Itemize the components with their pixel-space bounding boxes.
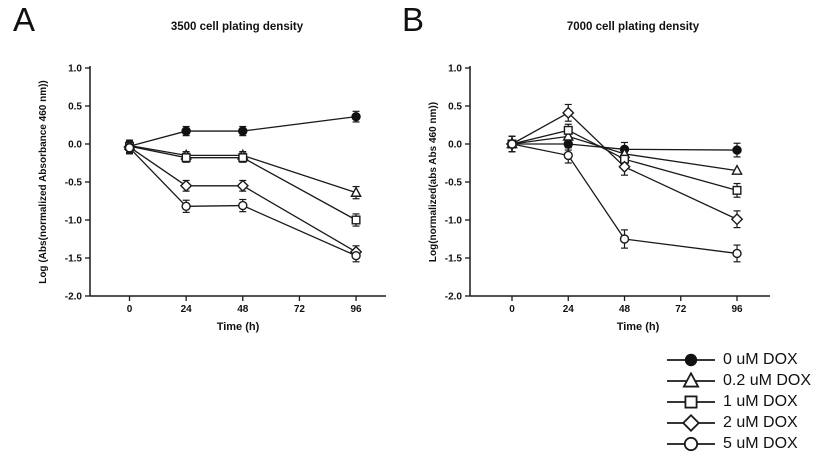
svg-text:96: 96 xyxy=(731,304,743,315)
filled-circle-marker-icon xyxy=(667,353,715,366)
svg-text:0.5: 0.5 xyxy=(448,102,462,113)
panel-a-title: 3500 cell plating density xyxy=(170,21,304,33)
legend-item-02um: 0.2 uM DOX xyxy=(666,370,811,391)
open-triangle-marker-icon xyxy=(667,371,715,388)
open-circle-marker-icon xyxy=(667,437,715,452)
legend-item-2um: 2 uM DOX xyxy=(666,413,811,434)
svg-text:-2.0: -2.0 xyxy=(445,292,463,303)
svg-text:72: 72 xyxy=(294,304,306,315)
svg-text:96: 96 xyxy=(350,304,362,315)
svg-text:1.0: 1.0 xyxy=(68,64,82,75)
svg-text:72: 72 xyxy=(675,304,687,315)
panel-b-label: B xyxy=(402,1,425,38)
legend-label: 0.2 uM DOX xyxy=(723,371,812,389)
legend-item-5um: 5 uM DOX xyxy=(666,434,811,455)
panel-b-x-axis-label: Time (h) xyxy=(616,321,660,333)
open-square-marker-icon xyxy=(667,395,715,409)
legend-label: 1 uM DOX xyxy=(723,392,798,410)
legend-label: 5 uM DOX xyxy=(723,435,798,453)
legend-item-0um: 0 uM DOX xyxy=(666,349,811,370)
svg-text:1.0: 1.0 xyxy=(448,64,462,75)
svg-text:24: 24 xyxy=(563,304,575,315)
svg-text:48: 48 xyxy=(619,304,631,315)
svg-text:-1.0: -1.0 xyxy=(445,216,463,227)
legend-item-1um: 1 uM DOX xyxy=(666,391,811,412)
legend-label: 0 uM DOX xyxy=(723,350,798,368)
open-diamond-marker-icon xyxy=(667,414,715,433)
svg-text:-1.5: -1.5 xyxy=(65,254,83,265)
svg-text:0.0: 0.0 xyxy=(68,140,82,151)
svg-text:0: 0 xyxy=(127,304,133,315)
panel-a-label: A xyxy=(13,1,36,38)
svg-text:-2.0: -2.0 xyxy=(65,292,83,303)
svg-text:-1.0: -1.0 xyxy=(65,216,83,227)
panel-a-x-axis-label: Time (h) xyxy=(216,321,260,333)
svg-text:0: 0 xyxy=(509,304,515,315)
legend-label: 2 uM DOX xyxy=(723,414,798,432)
svg-text:-1.5: -1.5 xyxy=(445,254,463,265)
svg-text:0.0: 0.0 xyxy=(448,140,462,151)
svg-text:24: 24 xyxy=(181,304,193,315)
svg-text:0.5: 0.5 xyxy=(68,102,82,113)
legend: 0 uM DOX 0.2 uM DOX 1 uM DOX 2 uM DOX 5 … xyxy=(666,349,811,455)
svg-text:-0.5: -0.5 xyxy=(445,178,463,189)
svg-text:48: 48 xyxy=(237,304,249,315)
svg-text:-0.5: -0.5 xyxy=(65,178,83,189)
panel-b-title: 7000 cell plating density xyxy=(566,21,700,33)
